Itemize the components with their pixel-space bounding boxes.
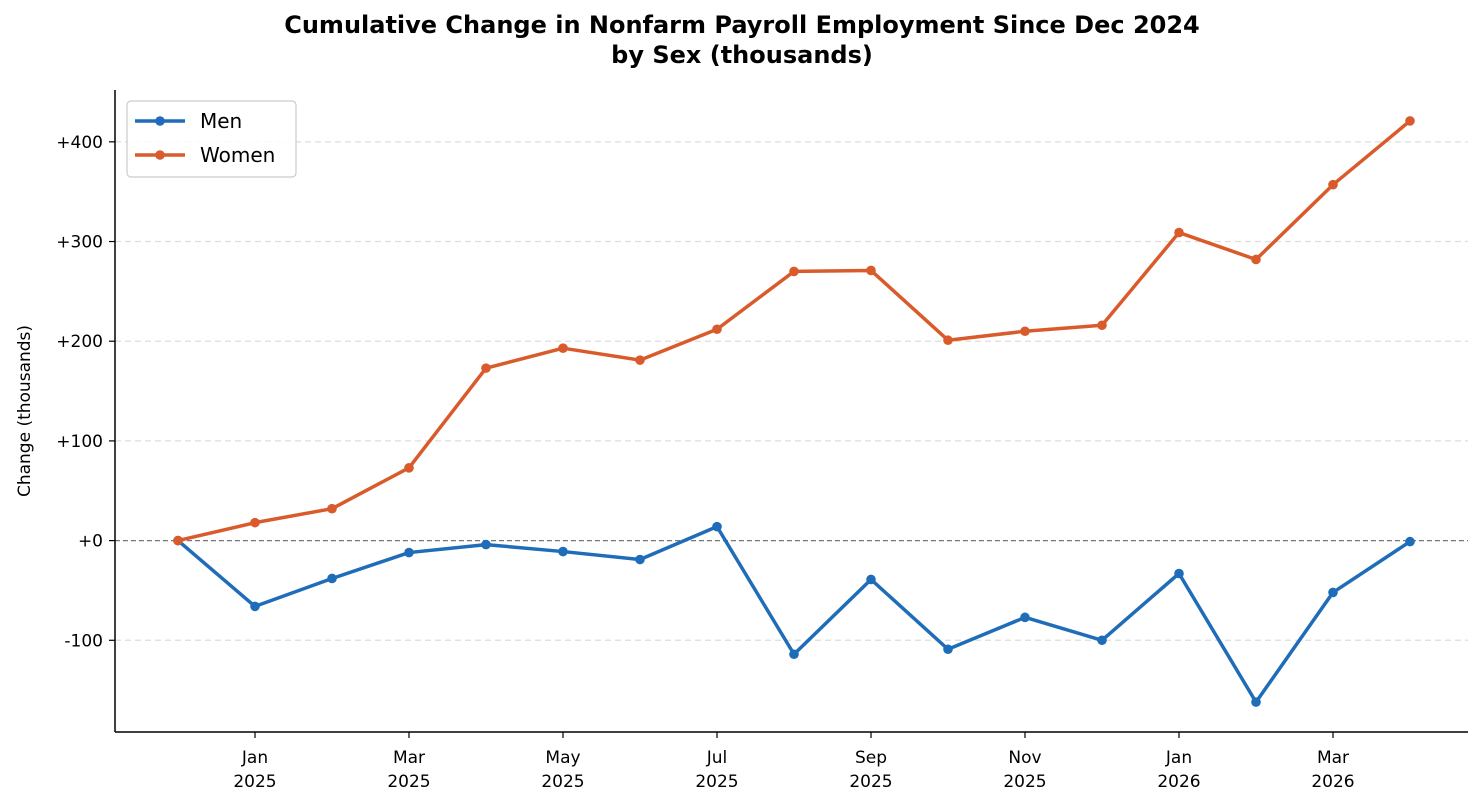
x-tick-year-label: 2025	[541, 772, 584, 792]
x-tick-month-label: Jul	[706, 748, 728, 768]
y-tick-label: +0	[78, 532, 103, 552]
series-line-women	[176, 119, 1412, 543]
data-point-women	[481, 363, 491, 373]
data-point-women	[250, 517, 260, 528]
data-point-women	[635, 355, 645, 365]
x-tick-month-label: Sep	[855, 748, 887, 768]
data-point-men	[1328, 587, 1338, 598]
x-tick-year-label: 2025	[233, 772, 276, 792]
data-point-women	[943, 335, 953, 346]
data-point-men	[1251, 697, 1261, 707]
x-tick-month-label: Jan	[1165, 748, 1192, 768]
y-tick-label: +300	[56, 233, 103, 253]
x-tick-year-label: 2025	[695, 772, 738, 792]
data-point-men	[866, 574, 876, 585]
y-tick-label: +100	[56, 432, 103, 452]
x-tick-year-label: 2026	[1157, 772, 1200, 792]
x-tick-month-label: May	[545, 748, 580, 768]
legend-marker-women	[155, 150, 165, 160]
data-point-men	[943, 644, 953, 655]
x-tick-month-label: Nov	[1008, 748, 1041, 768]
y-tick-label: +200	[56, 332, 103, 352]
axes	[109, 90, 1468, 738]
data-point-men	[327, 573, 337, 584]
data-point-women	[1405, 116, 1415, 126]
x-tick-year-label: 2026	[1311, 772, 1354, 792]
chart-subtitle: by Sex (thousands)	[611, 41, 873, 69]
x-tick-year-label: 2025	[849, 772, 892, 792]
x-tick-month-label: Mar	[393, 748, 425, 768]
data-point-women	[1251, 254, 1261, 265]
series-line-men	[176, 524, 1412, 704]
y-axis-label: Change (thousands)	[15, 325, 35, 497]
data-point-men	[1174, 568, 1184, 579]
legend: Men Women	[126, 100, 297, 178]
data-point-women	[1020, 326, 1030, 337]
data-point-women	[173, 535, 183, 546]
x-tick-month-label: Mar	[1317, 748, 1349, 768]
gridlines	[115, 141, 1468, 641]
data-point-women	[789, 266, 799, 277]
data-point-men	[712, 521, 722, 532]
data-point-women	[712, 324, 722, 335]
data-point-women	[866, 265, 876, 276]
series-lines	[173, 116, 1415, 707]
data-point-women	[1174, 227, 1184, 238]
data-point-men	[635, 554, 645, 565]
y-tick-label: -100	[64, 631, 103, 651]
data-point-men	[250, 601, 260, 612]
data-point-men	[1097, 635, 1107, 646]
x-tick-year-label: 2025	[1003, 772, 1046, 792]
data-point-women	[558, 343, 568, 353]
data-point-men	[558, 546, 568, 557]
data-point-women	[1328, 179, 1338, 190]
data-point-men	[404, 547, 414, 558]
data-point-men	[481, 539, 491, 550]
data-point-men	[789, 649, 799, 660]
data-point-women	[404, 463, 414, 473]
data-point-men	[1405, 536, 1415, 547]
x-tick-month-label: Jan	[241, 748, 268, 768]
data-point-men	[1020, 612, 1030, 623]
y-tick-label: +400	[56, 133, 103, 153]
data-point-women	[1097, 320, 1107, 331]
chart-title: Cumulative Change in Nonfarm Payroll Emp…	[284, 11, 1200, 39]
x-tick-year-label: 2025	[387, 772, 430, 792]
data-point-women	[327, 503, 337, 514]
legend-marker-men	[155, 116, 165, 126]
tick-labels: +400 +300 +200 +100 +0 -100 Jan 2025 Mar 2025 May 2…	[56, 133, 1354, 792]
legend-label-men: Men	[200, 109, 242, 133]
legend-label-women: Women	[200, 143, 275, 167]
